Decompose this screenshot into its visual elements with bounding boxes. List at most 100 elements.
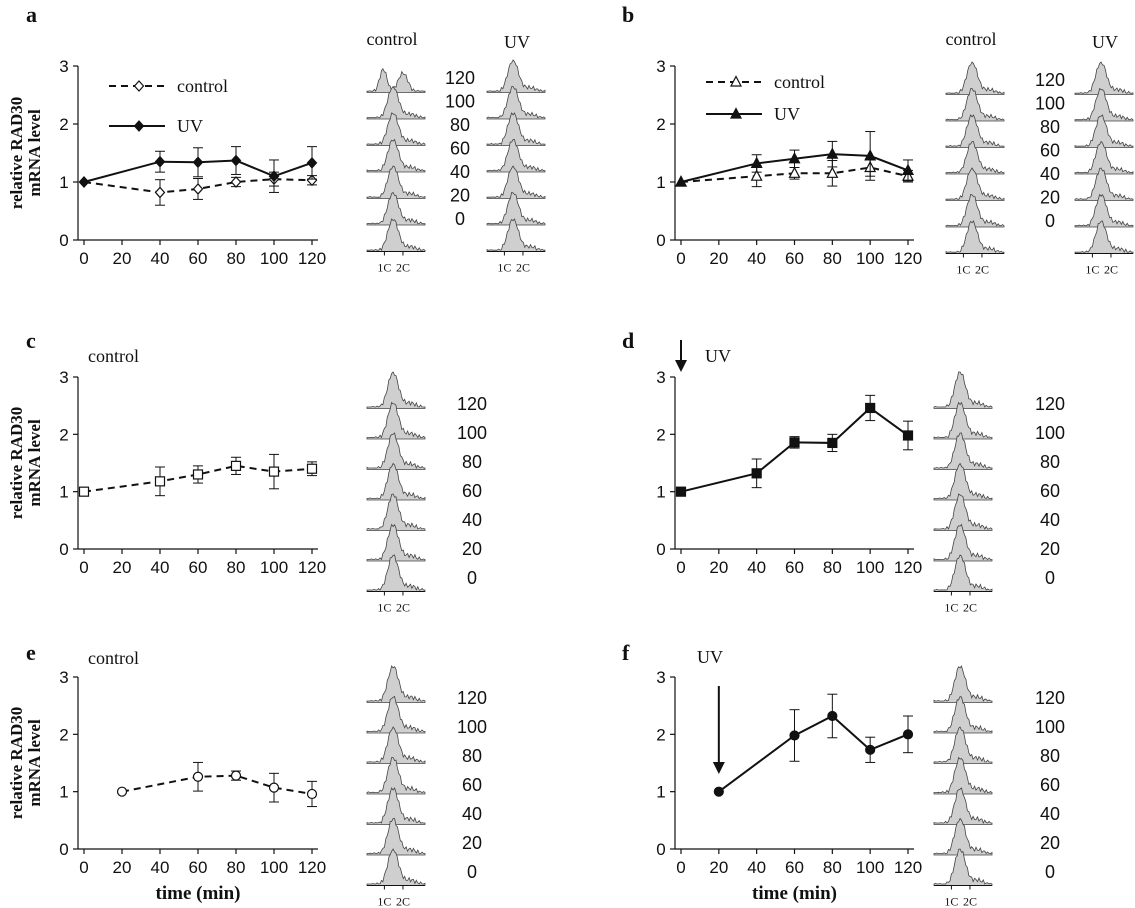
y-tick-label: 2 <box>59 725 68 744</box>
flow-time-label: 0 <box>1045 862 1055 882</box>
flow-cytometry: 1C 2C 120 100 80 60 40 20 0 <box>934 666 1065 908</box>
flow-histogram <box>934 666 992 703</box>
flow-time-label: 60 <box>450 139 470 159</box>
x-tick-label: 120 <box>894 558 922 577</box>
y-axis-label: relative RAD30 <box>7 97 26 210</box>
x-tick-label: 120 <box>298 249 326 268</box>
x-tick-label: 40 <box>747 858 766 877</box>
x-axis-label: time (min) <box>156 883 241 904</box>
x-tick-label: 60 <box>189 858 208 877</box>
y-tick-label: 3 <box>656 368 665 387</box>
flow-time-label: 40 <box>1040 510 1060 530</box>
data-point-2 <box>790 438 799 447</box>
flow-time-label: 100 <box>1035 717 1065 737</box>
flow-tick-label: 2C <box>396 895 410 908</box>
panel-c: c01230 20 40 60 80 100 120relative RAD30 mRNA l… <box>7 328 487 615</box>
flow-time-label: 40 <box>462 510 482 530</box>
x-tick-label: 80 <box>823 558 842 577</box>
data-point-5 <box>308 158 317 168</box>
y-tick-label: 0 <box>59 231 68 250</box>
y-tick-label: 1 <box>59 483 68 502</box>
y-tick-label: 1 <box>59 173 68 192</box>
flow-histogram <box>1075 62 1133 95</box>
uv-arrow-head <box>675 360 687 372</box>
data-point-3 <box>270 783 279 792</box>
flow-time-label: 0 <box>1045 211 1055 231</box>
y-tick-label: 1 <box>656 173 665 192</box>
flow-tick-label: 2C <box>396 261 410 275</box>
data-point-1 <box>194 772 203 781</box>
legend-label: UV <box>774 104 800 124</box>
x-tick-label: 20 <box>709 558 728 577</box>
flow-time-label: 20 <box>1040 833 1060 853</box>
y-tick-label: 0 <box>656 840 665 859</box>
y-axis-label: relative RAD30 <box>7 707 26 820</box>
data-point-2 <box>194 157 203 167</box>
y-axis-label-sub: mRNA level <box>25 109 44 197</box>
flow-tick-label: 2C <box>975 263 989 277</box>
y-tick-label: 2 <box>59 425 68 444</box>
x-tick-label: 100 <box>260 249 288 268</box>
flow-time-label: 120 <box>1035 394 1065 414</box>
y-tick-label: 0 <box>59 540 68 559</box>
y-tick-label: 0 <box>656 231 665 250</box>
flow-time-label: 120 <box>1035 688 1065 708</box>
flow-histogram <box>487 60 545 93</box>
data-point-1 <box>752 469 761 478</box>
x-tick-label: 60 <box>785 858 804 877</box>
x-tick-label: 0 <box>676 558 685 577</box>
panel-letter: a <box>26 2 37 27</box>
flow-time-label: 80 <box>1040 746 1060 766</box>
data-point-2 <box>194 184 203 194</box>
flow-time-label: 60 <box>1040 481 1060 501</box>
flow-time-label: 0 <box>467 568 477 588</box>
panel-letter: d <box>622 328 634 353</box>
data-point-3 <box>232 461 241 470</box>
data-point-0 <box>80 487 89 496</box>
y-tick-label: 3 <box>59 668 68 687</box>
x-tick-label: 20 <box>113 558 132 577</box>
x-tick-label: 40 <box>747 558 766 577</box>
flow-tick-label: 2C <box>963 601 977 615</box>
x-tick-label: 80 <box>823 858 842 877</box>
y-axis-label: relative RAD30 <box>7 407 26 520</box>
flow-cytometry: 1C 2C 120 100 80 60 40 20 0 <box>367 666 487 908</box>
y-tick-label: 3 <box>59 57 68 76</box>
flow-time-label: 80 <box>1040 452 1060 472</box>
data-point-0 <box>677 487 686 496</box>
data-point-0 <box>118 787 127 796</box>
x-axis-label: time (min) <box>752 883 837 904</box>
x-tick-label: 40 <box>151 249 170 268</box>
data-point-4 <box>904 730 913 739</box>
x-tick-label: 80 <box>227 558 246 577</box>
data-point-4 <box>308 789 317 798</box>
data-point-1 <box>790 731 799 740</box>
flow-time-label: 20 <box>450 186 470 206</box>
data-point-2 <box>828 711 837 720</box>
x-tick-label: 120 <box>298 858 326 877</box>
x-tick-label: 100 <box>260 858 288 877</box>
x-tick-label: 20 <box>113 249 132 268</box>
panel-b: b01230 20 40 60 80 100 120controlUVcontrol UV1C… <box>622 2 1133 277</box>
y-tick-label: 1 <box>59 783 68 802</box>
flow-tick-label: 2C <box>963 895 977 908</box>
data-point-legend-0 <box>135 81 144 91</box>
x-tick-label: 60 <box>785 249 804 268</box>
uv-arrow-head <box>713 762 725 774</box>
x-tick-label: 120 <box>894 249 922 268</box>
series-0 <box>80 454 318 496</box>
data-point-2 <box>194 470 203 479</box>
y-tick-label: 0 <box>59 840 68 859</box>
flow-tick-label: 1C <box>377 895 391 908</box>
flow-cytometry: control UV1C 2C 1C 2C120100806040200 <box>946 29 1134 277</box>
flow-time-label: 100 <box>1035 94 1065 114</box>
flow-time-label: 100 <box>457 717 487 737</box>
flow-tick-label: 2C <box>1104 263 1118 277</box>
x-tick-label: 20 <box>113 858 132 877</box>
flow-cytometry: 1C 2C 120 100 80 60 40 20 0 <box>367 372 487 615</box>
x-tick-label: 0 <box>79 249 88 268</box>
y-axis-label-sub: mRNA level <box>25 719 44 807</box>
flow-time-label: 0 <box>1045 568 1055 588</box>
x-tick-label: 0 <box>676 249 685 268</box>
